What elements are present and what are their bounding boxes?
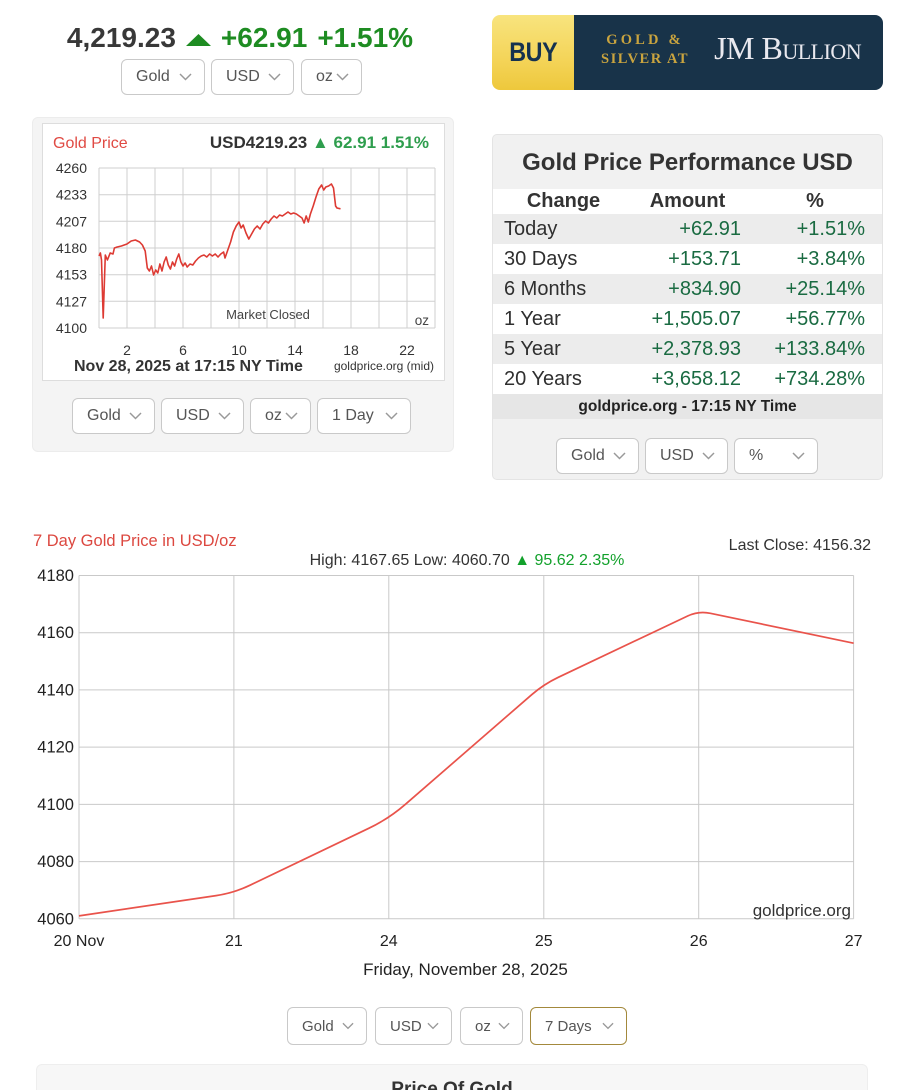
svg-text:4100: 4100 [56, 320, 87, 336]
svg-text:27: 27 [845, 933, 863, 950]
svg-text:Nov 28, 2025 at 17:15 NY Time: Nov 28, 2025 at 17:15 NY Time [74, 358, 303, 375]
svg-text:18: 18 [343, 342, 359, 358]
svg-text:Gold Price: Gold Price [53, 135, 128, 152]
svg-text:goldprice.org: goldprice.org [753, 901, 851, 920]
svg-text:High: 4167.65 Low: 4060.70 ▲ 9: High: 4167.65 Low: 4060.70 ▲ 95.62 2.35% [310, 552, 625, 569]
svg-text:4120: 4120 [37, 739, 74, 757]
svg-text:22: 22 [399, 342, 415, 358]
svg-text:4207: 4207 [56, 213, 87, 229]
svg-text:21: 21 [225, 933, 243, 950]
svg-text:4160: 4160 [37, 624, 74, 642]
svg-text:7 Day Gold Price in USD/oz: 7 Day Gold Price in USD/oz [33, 532, 237, 550]
svg-text:4080: 4080 [37, 853, 74, 871]
svg-text:2: 2 [123, 342, 131, 358]
svg-text:USD4219.23 ▲ 62.91 1.51%: USD4219.23 ▲ 62.91 1.51% [210, 133, 429, 152]
svg-text:4153: 4153 [56, 267, 87, 283]
svg-text:10: 10 [231, 342, 247, 358]
svg-text:6: 6 [179, 342, 187, 358]
svg-text:4180: 4180 [37, 567, 74, 585]
svg-text:4260: 4260 [56, 160, 87, 176]
svg-text:4127: 4127 [56, 293, 87, 309]
svg-text:14: 14 [287, 342, 303, 358]
svg-text:goldprice.org (mid): goldprice.org (mid) [334, 359, 434, 373]
svg-text:26: 26 [690, 933, 708, 950]
svg-text:Last Close: 4156.32: Last Close: 4156.32 [729, 537, 871, 554]
svg-text:4140: 4140 [37, 681, 74, 699]
svg-text:4233: 4233 [56, 187, 87, 203]
svg-text:25: 25 [535, 933, 553, 950]
svg-text:4060: 4060 [37, 910, 74, 928]
svg-text:Market Closed: Market Closed [226, 307, 310, 322]
svg-text:4100: 4100 [37, 796, 74, 814]
svg-text:20 Nov: 20 Nov [54, 933, 105, 950]
svg-text:4180: 4180 [56, 240, 87, 256]
svg-text:24: 24 [380, 933, 398, 950]
svg-text:oz: oz [415, 313, 430, 328]
